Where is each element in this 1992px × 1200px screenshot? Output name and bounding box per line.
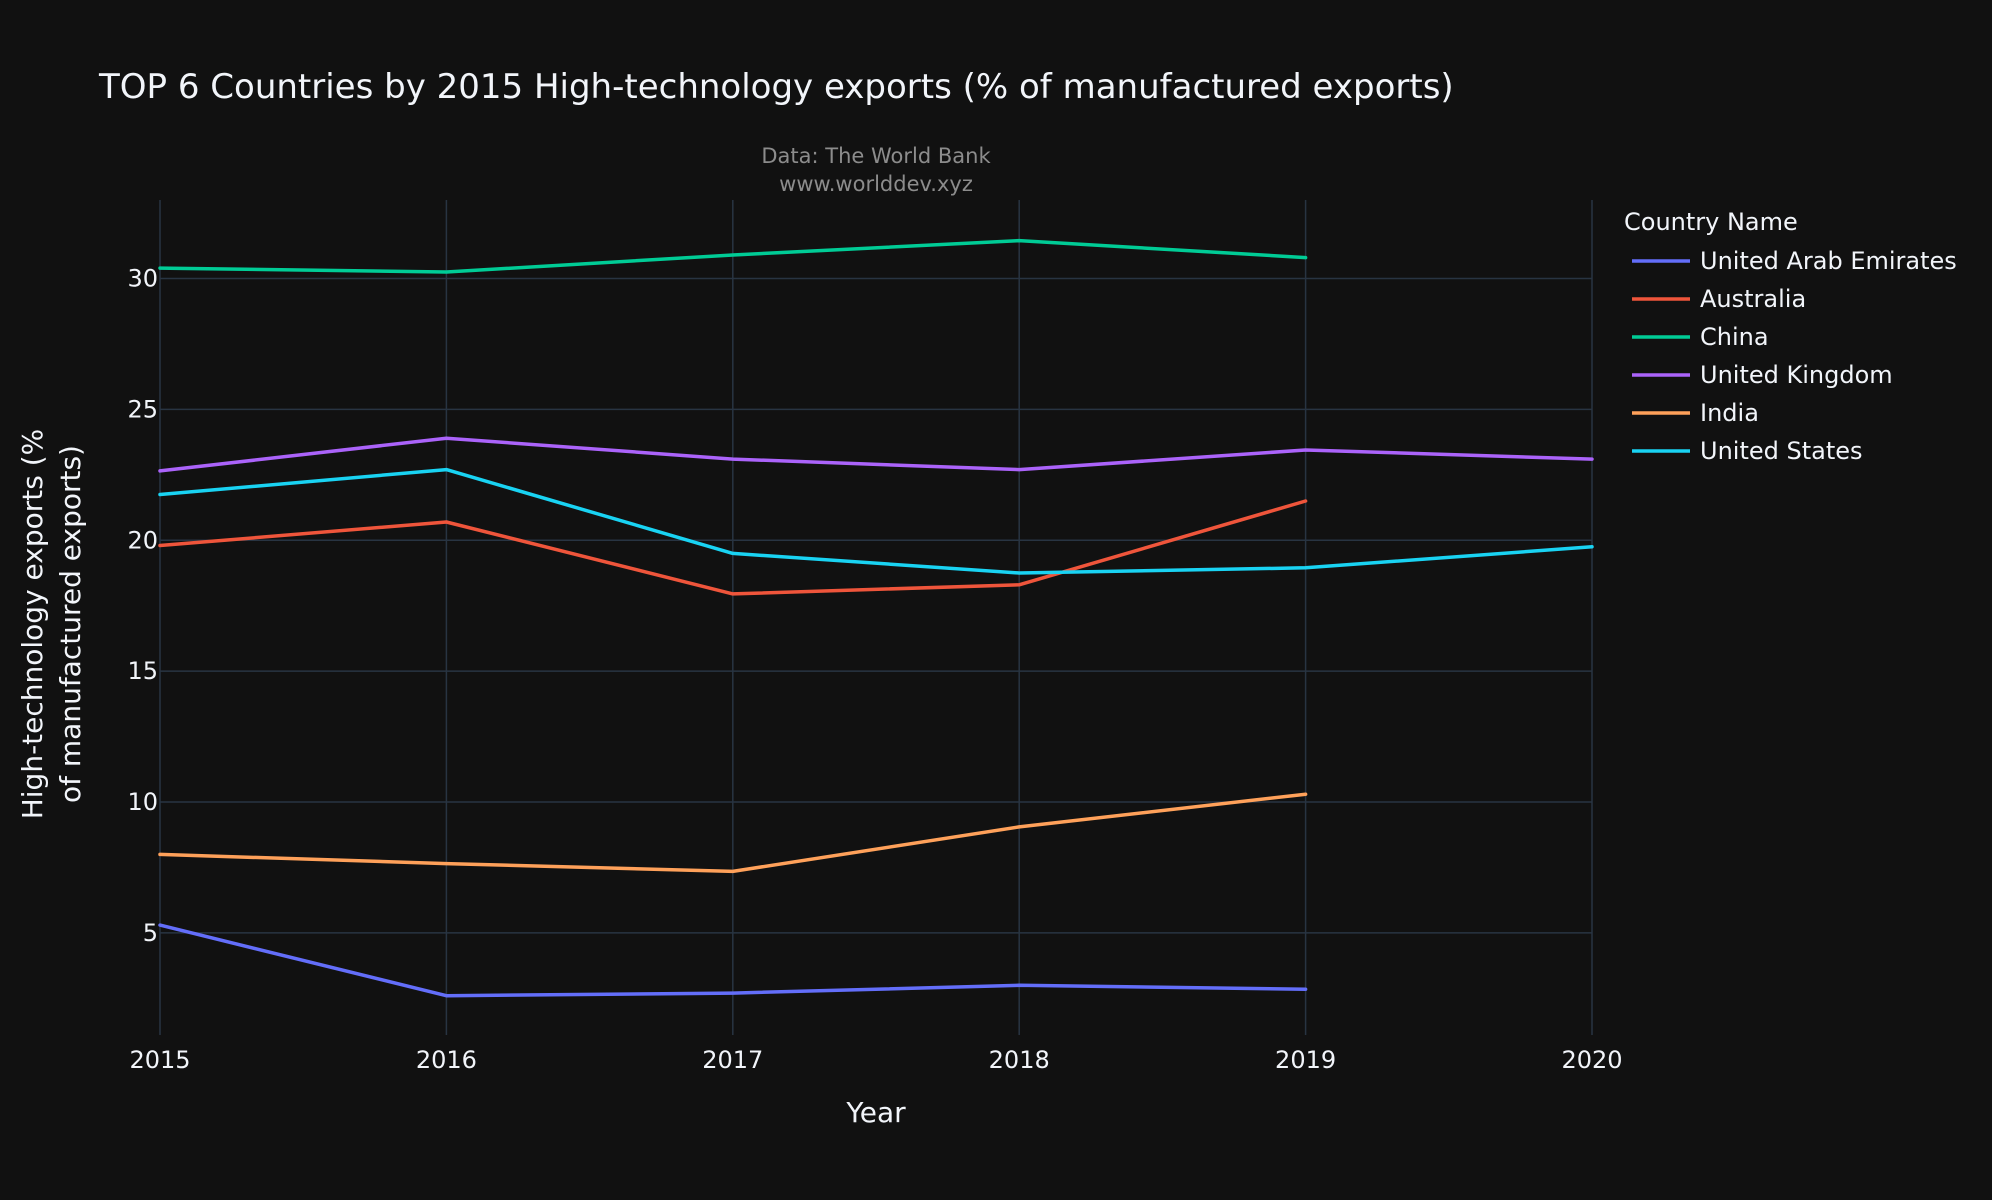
series-line-united-states bbox=[158, 467, 1594, 575]
legend-item-united-states[interactable]: United States bbox=[1632, 437, 1863, 465]
legend-label: United States bbox=[1700, 437, 1863, 465]
tick-label-layer: 2015 2016 2017 2018 2019 2020 5 10 15 20 25 30 bbox=[127, 265, 1622, 1074]
series-layer bbox=[158, 238, 1594, 998]
grid-layer bbox=[159, 200, 1593, 1035]
y-tick-label: 25 bbox=[127, 395, 158, 423]
legend-item-india[interactable]: India bbox=[1632, 399, 1759, 427]
x-tick-label: 2017 bbox=[702, 1046, 763, 1074]
x-tick-label: 2018 bbox=[989, 1046, 1050, 1074]
y-tick-label: 15 bbox=[127, 657, 158, 685]
y-tick-label: 20 bbox=[127, 526, 158, 554]
y-tick-label: 30 bbox=[127, 265, 158, 293]
legend-label: India bbox=[1700, 399, 1759, 427]
series-line-china bbox=[158, 238, 1308, 274]
y-tick-label: 10 bbox=[127, 788, 158, 816]
y-tick-label: 5 bbox=[143, 919, 158, 947]
legend-label: United Arab Emirates bbox=[1700, 247, 1957, 275]
series-line-australia bbox=[158, 499, 1308, 596]
y-axis-title-line-2: of manufactured exports) bbox=[54, 445, 87, 803]
chart-subtitle-line-2: www.worlddev.xyz bbox=[779, 172, 973, 196]
chart-subtitle-line-1: Data: The World Bank bbox=[761, 144, 991, 168]
x-tick-label: 2019 bbox=[1275, 1046, 1336, 1074]
series-line-united-arab-emirates bbox=[158, 923, 1308, 998]
x-tick-label: 2016 bbox=[416, 1046, 477, 1074]
y-axis-title: High-technology exports (% of manufactur… bbox=[16, 429, 87, 820]
x-axis-title: Year bbox=[845, 1096, 906, 1129]
legend-label: United Kingdom bbox=[1700, 361, 1893, 389]
x-tick-label: 2020 bbox=[1561, 1046, 1622, 1074]
x-tick-label: 2015 bbox=[129, 1046, 190, 1074]
legend-item-united-kingdom[interactable]: United Kingdom bbox=[1632, 361, 1893, 389]
legend-label: Australia bbox=[1700, 285, 1806, 313]
chart-title: TOP 6 Countries by 2015 High-technology … bbox=[98, 67, 1454, 107]
legend-item-united-arab-emirates[interactable]: United Arab Emirates bbox=[1632, 247, 1957, 275]
legend-item-australia[interactable]: Australia bbox=[1632, 285, 1806, 313]
series-line-united-kingdom bbox=[158, 436, 1594, 473]
series-line-india bbox=[158, 792, 1308, 874]
legend-item-china[interactable]: China bbox=[1632, 323, 1769, 351]
y-axis-title-line-1: High-technology exports (% bbox=[16, 429, 49, 820]
legend-title: Country Name bbox=[1624, 208, 1798, 236]
legend-label: China bbox=[1700, 323, 1769, 351]
legend: Country Name United Arab Emirates Austral… bbox=[1624, 208, 1957, 465]
